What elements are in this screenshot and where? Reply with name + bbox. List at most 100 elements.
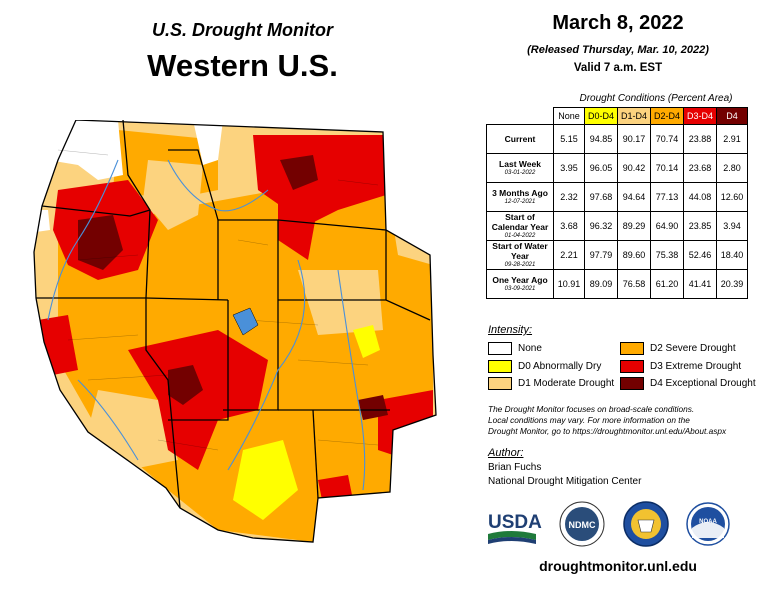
mt-wy-border — [277, 219, 387, 231]
col-d2-d4-header: D2-D4 — [650, 107, 684, 125]
table-header-row: None D0-D4 D1-D4 D2-D4 D3-D4 D4 — [487, 107, 748, 125]
table-caption: Drought Conditions (Percent Area) — [579, 93, 733, 104]
table-row: 3 Months Ago 12-07-2021 2.32 97.68 94.64 … — [486, 182, 748, 212]
table-row: One Year Ago 03-09-2021 10.91 89.09 76.58… — [486, 269, 748, 299]
table-cell: 23.85 — [683, 211, 717, 241]
table-row: Current 5.15 94.85 90.17 70.74 23.88 2.9… — [486, 124, 748, 154]
row-date: 12-07-2021 — [504, 199, 536, 205]
d3-nevada-utah-area — [128, 330, 268, 470]
table-cell: 90.42 — [617, 153, 651, 183]
release-note: (Released Thursday, Mar. 10, 2022) — [527, 44, 709, 56]
drought-map — [33, 120, 437, 543]
table-cell: 2.21 — [553, 240, 585, 270]
table-cell: 3.95 — [553, 153, 585, 183]
d0-arizona-area — [233, 440, 298, 520]
legend-title: Intensity: — [488, 324, 533, 336]
author-title: Author: — [488, 447, 524, 459]
table-row: Start of Calendar Year 01-04-2022 3.68 96… — [486, 211, 748, 241]
col-d4-header: D4 — [716, 107, 748, 125]
table-cell: 52.46 — [683, 240, 717, 270]
map-date: March 8, 2022 — [552, 12, 684, 34]
table-cell: 64.90 — [650, 211, 684, 241]
col-d1-d4-header: D1-D4 — [617, 107, 651, 125]
usda-logo-text: USDA — [488, 512, 542, 533]
legend-label: D0 Abnormally Dry — [518, 361, 602, 372]
table-cell: 2.80 — [716, 153, 748, 183]
table-cell: 90.17 — [617, 124, 651, 154]
table-cell: 94.85 — [584, 124, 618, 154]
author-org: National Drought Mitigation Center — [488, 476, 642, 487]
row-date: 03-01-2022 — [504, 170, 536, 176]
row-label: 3 Months Ago — [492, 188, 548, 198]
d0-colorado-area — [353, 325, 380, 358]
row-label: Current — [504, 134, 536, 144]
table-cell: 96.05 — [584, 153, 618, 183]
usdc-seal-logo — [623, 501, 669, 547]
legend-label: D4 Exceptional Drought — [650, 378, 756, 389]
footer-url[interactable]: droughtmonitor.unl.edu — [539, 558, 697, 574]
table-cell: 20.39 — [716, 269, 748, 299]
d1-montana-wyoming-area — [298, 270, 383, 335]
col-none-header: None — [553, 107, 585, 125]
note-line: The Drought Monitor focuses on broad-sca… — [488, 404, 695, 414]
state-boundaries — [33, 120, 437, 543]
legend-item-d1: D1 Moderate Drought — [488, 377, 614, 390]
row-date: 09-28-2021 — [504, 262, 536, 268]
row-date: 01-04-2022 — [504, 233, 536, 239]
d4-oregon-area — [78, 215, 123, 270]
row-label: Start of Water Year — [492, 241, 548, 261]
table-cell: 70.14 — [650, 153, 684, 183]
idaho-west-border — [122, 120, 151, 299]
d3-wyoming-area — [278, 200, 318, 260]
row-date: 03-09-2021 — [504, 286, 536, 292]
legend-swatch — [488, 360, 512, 373]
great-salt-lake — [232, 307, 259, 336]
table-cell: 89.29 — [617, 211, 651, 241]
table-cell: 76.58 — [617, 269, 651, 299]
region-title: Western U.S. — [147, 48, 338, 83]
ca-nv-border — [145, 298, 181, 509]
table-cell: 96.32 — [584, 211, 618, 241]
table-cell: 5.15 — [553, 124, 585, 154]
legend-swatch — [488, 377, 512, 390]
legend-swatch — [620, 377, 644, 390]
table-cell: 3.68 — [553, 211, 585, 241]
table-cell: 89.09 — [584, 269, 618, 299]
table-row: Last Week 03-01-2022 3.95 96.05 90.42 70.… — [486, 153, 748, 183]
legend-item-none: None — [488, 342, 542, 355]
table-cell: 44.08 — [683, 182, 717, 212]
drought-conditions-table: None D0-D4 D1-D4 D2-D4 D3-D4 D4 Current … — [486, 107, 748, 299]
region-outline — [33, 120, 437, 543]
ndmc-logo-text: NDMC — [569, 520, 596, 530]
legend-label: D3 Extreme Drought — [650, 361, 742, 372]
table-cell: 70.74 — [650, 124, 684, 154]
legend-item-d0: D0 Abnormally Dry — [488, 360, 601, 373]
note-line: Local conditions may vary. For more info… — [488, 415, 690, 425]
table-cell: 23.88 — [683, 124, 717, 154]
table-cell: 23.68 — [683, 153, 717, 183]
d4-new-mexico-area — [358, 395, 388, 420]
rivers — [47, 159, 366, 491]
county-lines — [57, 149, 379, 451]
table-cell: 61.20 — [650, 269, 684, 299]
d4-montana-area — [280, 155, 318, 190]
table-cell: 12.60 — [716, 182, 748, 212]
az-nm-border — [312, 409, 319, 499]
table-cell: 2.91 — [716, 124, 748, 154]
table-cell: 89.60 — [617, 240, 651, 270]
row-label: Start of Calendar Year — [491, 212, 549, 232]
table-cell: 3.94 — [716, 211, 748, 241]
row-label: Last Week — [499, 159, 541, 169]
wa-or-border — [41, 205, 151, 217]
legend-swatch — [488, 342, 512, 355]
col-d0-d4-header: D0-D4 — [584, 107, 618, 125]
table-header-blank — [487, 108, 554, 125]
col-d3-d4-header: D3-D4 — [683, 107, 717, 125]
legend-label: D2 Severe Drought — [650, 343, 736, 354]
none-north-idaho-area — [193, 120, 223, 165]
wyoming-west — [217, 219, 279, 300]
legend-swatch — [620, 342, 644, 355]
row-label: One Year Ago — [492, 275, 548, 285]
nv-ut-border — [168, 300, 229, 421]
partner-logos: USDA NDMC NOAA — [488, 501, 730, 547]
